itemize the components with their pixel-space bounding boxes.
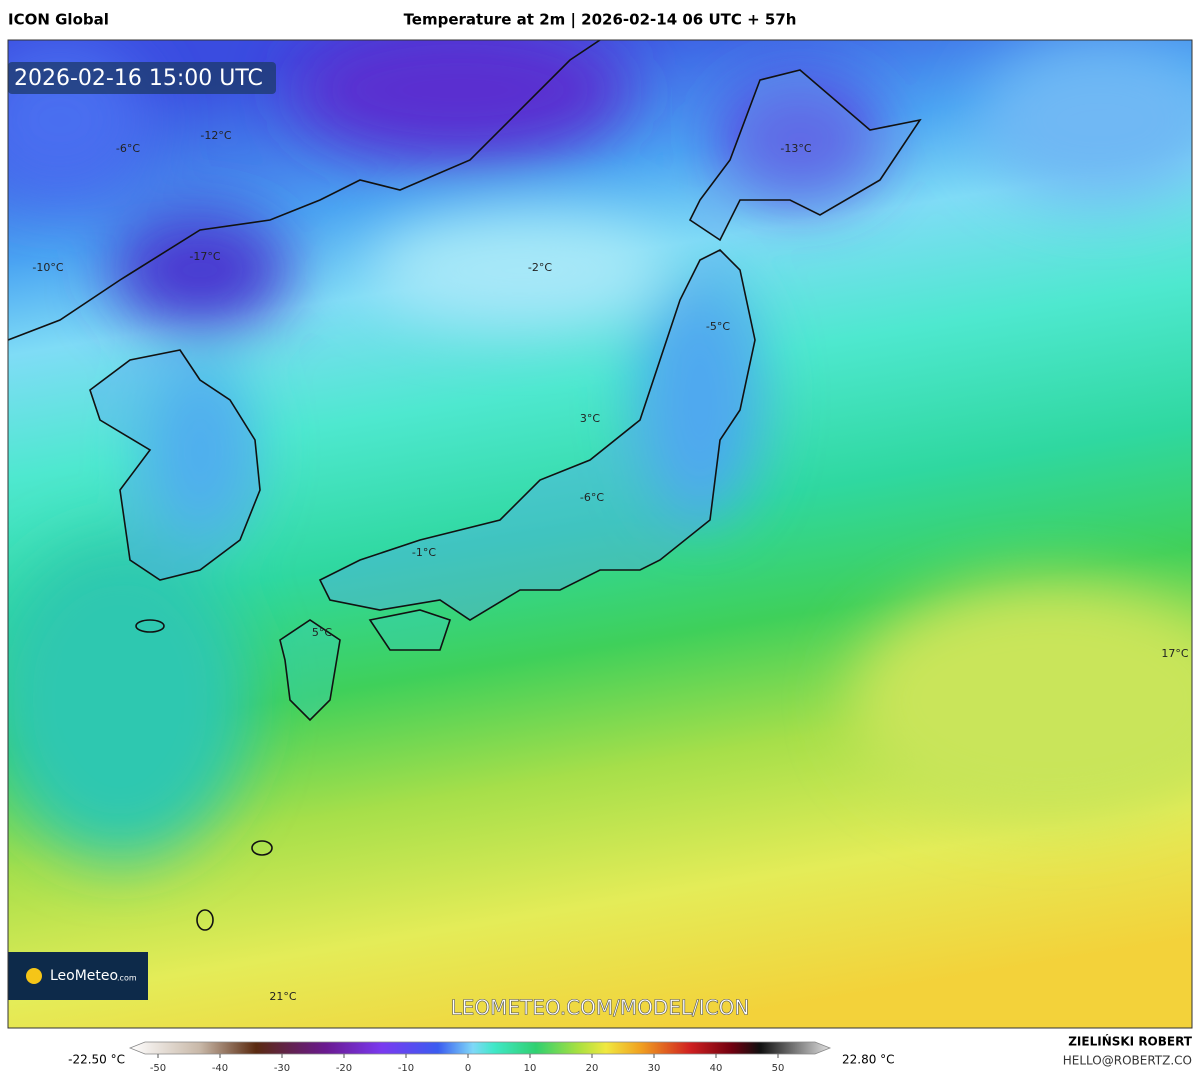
model-name: ICON Global [8, 11, 109, 29]
temperature-label: -1°C [412, 546, 436, 559]
temperature-labels: -6°C -12°C -17°C -10°C -2°C -13°C -5°C 3°C -6°C -… [32, 129, 1188, 1003]
contact: HELLO@ROBERTZ.CO [1063, 1054, 1192, 1068]
temperature-label: -13°C [780, 142, 811, 155]
timestamp: 2026-02-16 15:00 UTC [14, 66, 263, 91]
colorbar-tick-label: 0 [465, 1063, 471, 1074]
coastlines [8, 40, 922, 931]
temperature-label: -5°C [706, 320, 730, 333]
temperature-label: -6°C [580, 491, 604, 504]
colorbar-tick-label: -20 [336, 1063, 352, 1074]
temperature-label: -10°C [32, 261, 63, 274]
temperature-label: -2°C [528, 261, 552, 274]
temperature-label: -12°C [200, 129, 231, 142]
watermark: LEOMETEO.COM/MODEL/ICON [451, 996, 750, 1020]
min-label: -22.50 °C [68, 1053, 125, 1067]
colorbar-tick-label: -50 [150, 1063, 166, 1074]
temperature-label: 3°C [580, 412, 600, 425]
timestamp-box [8, 62, 276, 94]
colorbar-tick-label: -30 [274, 1063, 290, 1074]
temperature-label: 5°C [312, 626, 332, 639]
colorbar-tick-label: 50 [772, 1063, 785, 1074]
temperature-label: 21°C [269, 990, 296, 1003]
logo-name: LeoMeteo [50, 968, 118, 984]
max-label: 22.80 °C [842, 1053, 895, 1067]
temperature-label: 17°C [1161, 647, 1188, 660]
colorbar-tick-label: -10 [398, 1063, 414, 1074]
temperature-label: -17°C [189, 250, 220, 263]
logo-suffix: .com [117, 974, 137, 983]
map-title: Temperature at 2m | 2026-02-14 06 UTC + … [404, 11, 797, 30]
temperature-blobs [8, 40, 1192, 860]
temperature-label: -6°C [116, 142, 140, 155]
colorbar: -22.50 °C 22.80 °C -50 -40 -30 -20 -10 0 10 20 3… [68, 1041, 895, 1074]
colorbar-tick-label: 20 [586, 1063, 599, 1074]
colorbar-scale [128, 1041, 832, 1055]
colorbar-tick-label: 30 [648, 1063, 661, 1074]
map: -6°C -12°C -17°C -10°C -2°C -13°C -5°C 3°C -6°C -… [8, 40, 1192, 1028]
colorbar-tick-label: 40 [710, 1063, 723, 1074]
colorbar-tick-label: 10 [524, 1063, 537, 1074]
map-frame [7, 39, 1193, 1029]
author: ZIELIŃSKI ROBERT [1068, 1034, 1193, 1049]
colorbar-tick-label: -40 [212, 1063, 228, 1074]
logo-sun [26, 968, 42, 984]
